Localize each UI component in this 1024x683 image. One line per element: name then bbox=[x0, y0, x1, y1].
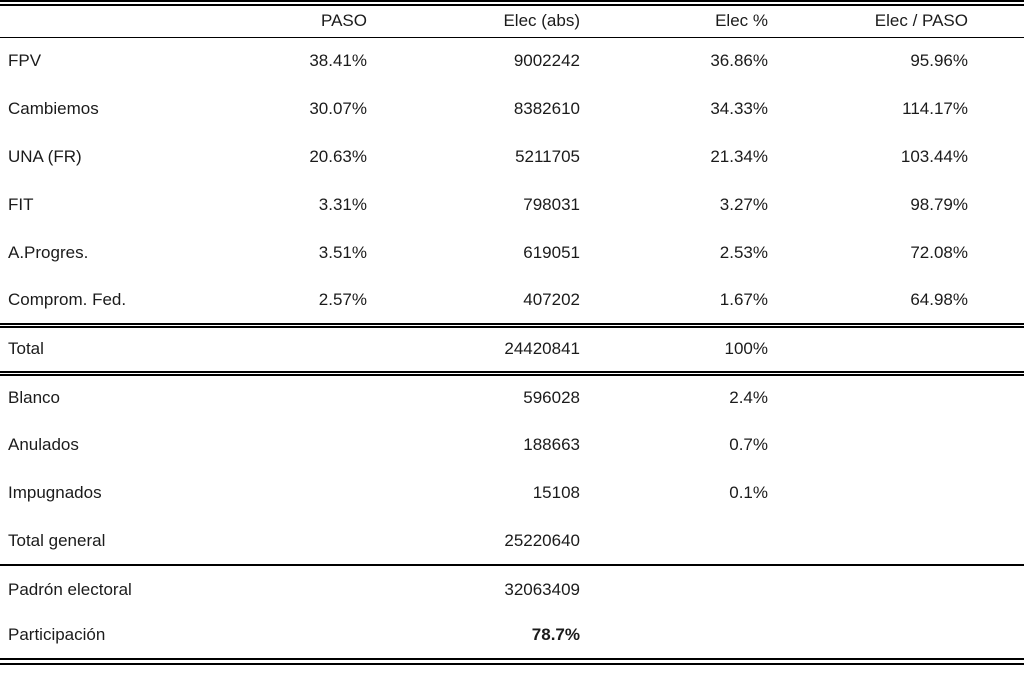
cell-elec-abs: 25220640 bbox=[504, 530, 580, 550]
cell-elec-paso bbox=[776, 565, 1024, 613]
cell-elec-paso bbox=[776, 325, 1024, 373]
cell-paso: 20.63% bbox=[309, 147, 367, 166]
cell-elec-abs: 8382610 bbox=[513, 99, 580, 118]
cell-elec-paso bbox=[776, 613, 1024, 661]
cell-elec-pct: 1.67% bbox=[719, 289, 768, 309]
row-label: FPV bbox=[8, 51, 42, 71]
row-label: Cambiemos bbox=[8, 99, 99, 118]
section-other-votes: Blanco 596028 2.4% Anulados 188663 0.7% Impugn… bbox=[0, 373, 1024, 565]
row-label: Anulados bbox=[8, 435, 79, 454]
cell-paso: 3.31% bbox=[318, 195, 367, 214]
scanned-table-area: PASO Elec (abs) Elec % Elec / PASO FPV 38… bbox=[0, 0, 1024, 665]
column-header-paso: PASO bbox=[321, 11, 367, 31]
cell-paso bbox=[280, 373, 375, 421]
row-label: Total general bbox=[8, 530, 106, 550]
cell-elec-abs: 15108 bbox=[532, 483, 580, 502]
header-row: PASO Elec (abs) Elec % Elec / PASO bbox=[0, 3, 1024, 37]
cell-elec-pct bbox=[588, 565, 776, 613]
cell-elec-abs: 78.7% bbox=[531, 625, 580, 645]
column-header-label bbox=[0, 3, 280, 37]
cell-elec-pct: 2.4% bbox=[729, 388, 768, 408]
table-row: FIT 3.31% 798031 3.27% 98.79% bbox=[0, 181, 1024, 229]
table-row: Cambiemos 30.07% 8382610 34.33% 114.17% bbox=[0, 85, 1024, 133]
cell-paso bbox=[280, 565, 375, 613]
cell-elec-abs: 188663 bbox=[523, 435, 580, 454]
row-label: UNA (FR) bbox=[8, 147, 82, 166]
cell-paso bbox=[280, 469, 375, 517]
cell-paso bbox=[280, 325, 375, 373]
cell-elec-paso: 64.98% bbox=[910, 289, 968, 309]
cell-paso: 3.51% bbox=[318, 243, 367, 262]
cell-elec-abs: 9002242 bbox=[513, 51, 580, 71]
table-row: Impugnados 15108 0.1% bbox=[0, 469, 1024, 517]
row-label: Comprom. Fed. bbox=[8, 289, 127, 309]
cell-elec-paso: 98.79% bbox=[910, 195, 968, 214]
cell-elec-pct: 34.33% bbox=[710, 99, 768, 118]
cell-paso bbox=[280, 421, 375, 469]
column-header-elec-pct: Elec % bbox=[715, 11, 768, 31]
cell-elec-paso bbox=[776, 421, 1024, 469]
table-row: Comprom. Fed. 2.57% 407202 1.67% 64.98% bbox=[0, 277, 1024, 325]
cell-elec-pct: 36.86% bbox=[710, 51, 768, 71]
cell-elec-paso bbox=[776, 373, 1024, 421]
table-row: Padrón electoral 32063409 bbox=[0, 565, 1024, 613]
section-total: Total 24420841 100% bbox=[0, 325, 1024, 373]
cell-elec-pct: 100% bbox=[724, 339, 768, 358]
table-row: Total general 25220640 bbox=[0, 517, 1024, 565]
cell-elec-pct: 0.7% bbox=[729, 435, 768, 454]
cell-elec-abs: 619051 bbox=[523, 243, 580, 262]
table-row: Anulados 188663 0.7% bbox=[0, 421, 1024, 469]
cell-elec-abs: 596028 bbox=[523, 388, 580, 408]
cell-elec-pct: 0.1% bbox=[729, 483, 768, 502]
cell-elec-abs: 798031 bbox=[523, 195, 580, 214]
cell-elec-pct bbox=[588, 613, 776, 661]
cell-elec-pct: 3.27% bbox=[719, 195, 768, 214]
cell-elec-paso: 103.44% bbox=[900, 147, 968, 166]
cell-paso bbox=[280, 613, 375, 661]
cell-elec-abs: 24420841 bbox=[504, 339, 580, 358]
row-label: A.Progres. bbox=[8, 243, 89, 262]
results-table: PASO Elec (abs) Elec % Elec / PASO FPV 38… bbox=[0, 0, 1024, 665]
cell-paso bbox=[280, 517, 375, 565]
table-row: FPV 38.41% 9002242 36.86% 95.96% bbox=[0, 37, 1024, 85]
column-header-elec-paso: Elec / PASO bbox=[874, 11, 968, 31]
row-label: FIT bbox=[8, 195, 34, 214]
column-header-elec-abs: Elec (abs) bbox=[503, 11, 580, 31]
row-label: Padrón electoral bbox=[8, 579, 132, 599]
cell-paso: 30.07% bbox=[309, 99, 367, 118]
section-electorate: Padrón electoral 32063409 Participación 78.… bbox=[0, 565, 1024, 661]
cell-elec-pct: 2.53% bbox=[719, 243, 768, 262]
cell-elec-pct bbox=[588, 517, 776, 565]
cell-elec-pct: 21.34% bbox=[710, 147, 768, 166]
section-parties: FPV 38.41% 9002242 36.86% 95.96% Cambiemos 30.… bbox=[0, 37, 1024, 325]
cell-elec-paso: 72.08% bbox=[910, 243, 968, 262]
table-row: UNA (FR) 20.63% 5211705 21.34% 103.44% bbox=[0, 133, 1024, 181]
row-label: Impugnados bbox=[8, 483, 102, 502]
table-header: PASO Elec (abs) Elec % Elec / PASO bbox=[0, 3, 1024, 37]
cell-elec-paso bbox=[776, 517, 1024, 565]
row-label: Blanco bbox=[8, 388, 60, 408]
cell-elec-paso: 114.17% bbox=[902, 99, 968, 118]
cell-elec-paso: 95.96% bbox=[910, 51, 968, 71]
cell-elec-abs: 5211705 bbox=[515, 147, 580, 166]
row-label: Participación bbox=[8, 625, 106, 645]
cell-elec-abs: 32063409 bbox=[504, 579, 580, 599]
table-row: A.Progres. 3.51% 619051 2.53% 72.08% bbox=[0, 229, 1024, 277]
table-row: Participación 78.7% bbox=[0, 613, 1024, 661]
table-row: Blanco 596028 2.4% bbox=[0, 373, 1024, 421]
cell-elec-paso bbox=[776, 469, 1024, 517]
row-label: Total bbox=[8, 339, 44, 358]
cell-elec-abs: 407202 bbox=[523, 289, 580, 309]
cell-paso: 38.41% bbox=[309, 51, 367, 71]
table-row: Total 24420841 100% bbox=[0, 325, 1024, 373]
cell-paso: 2.57% bbox=[318, 289, 367, 309]
